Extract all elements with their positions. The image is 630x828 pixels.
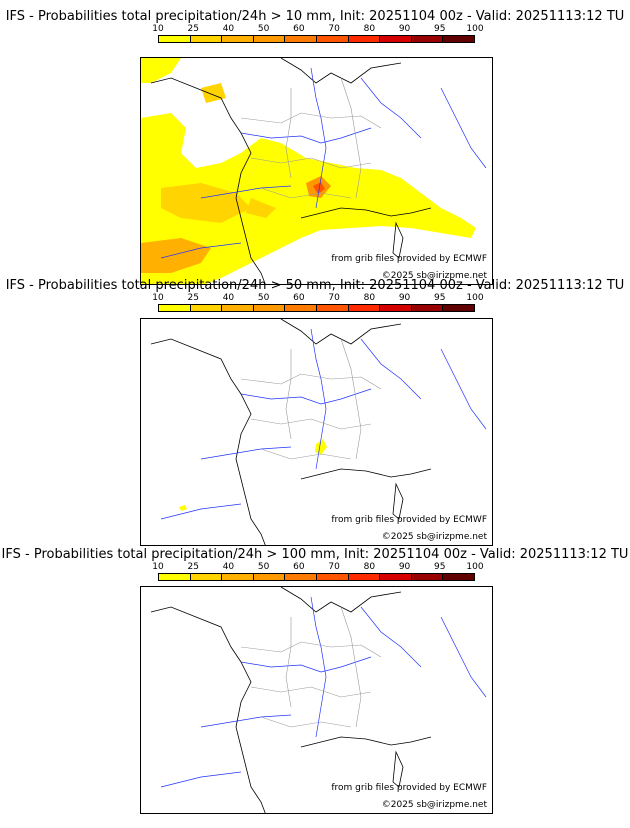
copyright: ©2025 sb@irizpme.net [381, 800, 487, 810]
copyright: ©2025 sb@irizpme.net [381, 271, 487, 281]
scale-tick-label: 10 [152, 562, 164, 572]
scale-swatch [316, 574, 349, 580]
scale-tick-label: 50 [257, 293, 270, 303]
scale-swatch [411, 305, 444, 311]
scale-swatch [159, 36, 191, 42]
scale-swatch [380, 36, 412, 42]
color-scale [158, 573, 475, 581]
scale-swatch [190, 36, 223, 42]
scale-swatch [316, 305, 349, 311]
map-panel-50mm: IFS - Probabilities total precipitation/… [0, 278, 630, 554]
borders [240, 338, 382, 460]
precip-overlay [179, 439, 327, 511]
scale-tick-label: 90 [398, 293, 411, 303]
scale-swatch [348, 574, 381, 580]
scale-tick-label: 25 [187, 24, 199, 34]
rivers [160, 67, 487, 259]
panel-title: IFS - Probabilities total precipitation/… [5, 278, 625, 293]
copyright: ©2025 sb@irizpme.net [381, 532, 487, 542]
scale-swatch [222, 574, 254, 580]
coastlines [150, 58, 432, 284]
scale-tick-label: 40 [222, 562, 235, 572]
scale-tick-label: 90 [398, 562, 411, 572]
scale-swatch [222, 36, 254, 42]
scale-tick-label: 80 [363, 562, 376, 572]
scale-tick-label: 50 [257, 562, 270, 572]
scale-swatch [253, 305, 286, 311]
scale-tick-label: 70 [328, 562, 340, 572]
precip-map-svg [150, 319, 487, 545]
scale-swatch [285, 305, 317, 311]
scale-tick-label: 40 [222, 293, 235, 303]
map-panel-10mm: IFS - Probabilities total precipitation/… [0, 9, 630, 285]
scale-tick-label: 95 [434, 562, 446, 572]
coastlines [150, 319, 432, 545]
scale-swatch [253, 36, 286, 42]
scale-tick-label: 10 [152, 24, 164, 34]
coastlines [150, 587, 432, 813]
source-credit: from grib files provided by ECMWF [331, 254, 487, 264]
scale-tick-label: 100 [466, 24, 484, 34]
scale-tick-label: 100 [466, 293, 484, 303]
scale-swatch [285, 36, 317, 42]
scale-swatch [411, 574, 444, 580]
panel-title: IFS - Probabilities total precipitation/… [1, 547, 629, 562]
scale-tick-label: 80 [363, 24, 376, 34]
scale-swatch [222, 305, 254, 311]
probability-map: from grib files provided by ECMWF ©2025 … [140, 57, 493, 285]
scale-swatch [443, 574, 474, 580]
map-panel-100mm: IFS - Probabilities total precipitation/… [0, 547, 630, 823]
scale-swatch [159, 305, 191, 311]
scale-tick-label: 95 [434, 24, 446, 34]
scale-swatch [348, 305, 381, 311]
color-scale [158, 304, 475, 312]
panel-title: IFS - Probabilities total precipitation/… [5, 9, 625, 24]
probability-map: from grib files provided by ECMWF ©2025 … [140, 318, 493, 546]
scale-tick-label: 40 [222, 24, 235, 34]
scale-tick-label: 25 [187, 293, 199, 303]
scale-tick-label: 70 [328, 24, 340, 34]
precip-map-svg [141, 58, 487, 284]
scale-tick-label: 50 [257, 24, 270, 34]
scale-swatch [380, 305, 412, 311]
scale-tick-label: 60 [293, 293, 305, 303]
scale-swatch [443, 305, 474, 311]
scale-swatch [190, 305, 223, 311]
precip-overlay [141, 58, 476, 284]
borders [240, 77, 382, 199]
scale-tick-label: 10 [152, 293, 164, 303]
scale-swatch [159, 574, 191, 580]
scale-tick-label: 60 [293, 562, 305, 572]
scale-swatch [380, 574, 412, 580]
scale-swatch [190, 574, 223, 580]
scale-swatch [348, 36, 381, 42]
color-scale [158, 35, 475, 43]
precip-map-svg [150, 587, 487, 813]
scale-tick-label: 80 [363, 293, 376, 303]
scale-swatch [253, 574, 286, 580]
scale-swatch [443, 36, 474, 42]
scale-tick-label: 25 [187, 562, 199, 572]
scale-tick-label: 90 [398, 24, 411, 34]
scale-swatch [411, 36, 444, 42]
scale-tick-label: 100 [466, 562, 484, 572]
scale-tick-label: 60 [293, 24, 305, 34]
scale-swatch [316, 36, 349, 42]
scale-tick-label: 70 [328, 293, 340, 303]
scale-swatch [285, 574, 317, 580]
scale-tick-label: 95 [434, 293, 446, 303]
borders [240, 606, 382, 728]
rivers [160, 596, 487, 788]
probability-map: from grib files provided by ECMWF ©2025 … [140, 586, 493, 814]
source-credit: from grib files provided by ECMWF [331, 515, 487, 525]
rivers [160, 328, 487, 520]
source-credit: from grib files provided by ECMWF [331, 783, 487, 793]
